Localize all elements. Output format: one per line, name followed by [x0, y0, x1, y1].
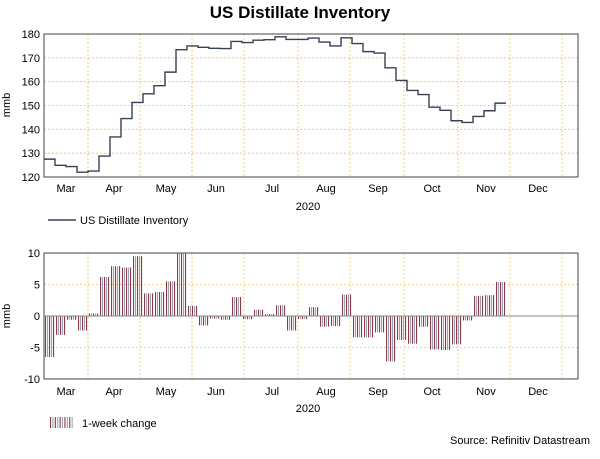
y-tick-label: 160 — [22, 77, 40, 89]
x-tick-label: Dec — [528, 386, 548, 398]
y-tick-label: -10 — [24, 374, 40, 386]
change-bar — [320, 316, 330, 327]
x-tick-label: Mar — [57, 386, 76, 398]
change-bar — [309, 307, 319, 316]
change-bar — [177, 253, 187, 316]
y-tick-label: 5 — [34, 280, 40, 292]
x-tick-label: Apr — [105, 386, 122, 398]
y-tick-label: 170 — [22, 53, 40, 65]
change-bar — [485, 295, 495, 316]
change-bar — [463, 316, 473, 321]
x-tick-label: Mar — [57, 183, 76, 195]
change-bar — [78, 316, 88, 331]
y-tick-label: 10 — [28, 248, 40, 260]
x-tick-label: Sep — [368, 183, 388, 195]
change-bar — [232, 297, 242, 316]
change-bar — [375, 316, 385, 333]
change-bar — [419, 316, 429, 327]
source-note: Source: Refinitiv Datastream — [450, 435, 590, 447]
top-y-tick-labels: 120 130 140 150 160 170 180 — [22, 29, 40, 184]
change-bar — [166, 281, 176, 316]
weekly-change-bars — [45, 253, 506, 362]
x-tick-label: Nov — [476, 183, 496, 195]
change-bar — [56, 316, 66, 335]
x-tick-label: Sep — [368, 386, 388, 398]
bottom-legend-label: 1-week change — [82, 418, 157, 430]
top-panel: 120 130 140 150 160 170 180 Mar Apr May Jun Jul Aug… — [1, 29, 579, 227]
change-bar — [243, 316, 253, 320]
change-bar — [100, 276, 110, 316]
top-plot-frame — [43, 33, 579, 178]
bottom-legend-swatch — [50, 417, 73, 428]
change-bar — [221, 316, 231, 320]
change-bar — [452, 316, 462, 345]
top-y-axis-label: mmb — [1, 93, 13, 117]
y-tick-label: 150 — [22, 101, 40, 113]
top-x-tick-labels: Mar Apr May Jun Jul Aug Sep Oct Nov Dec — [57, 183, 549, 195]
change-bar — [144, 293, 154, 316]
change-bar — [67, 316, 77, 320]
x-tick-label: Jun — [207, 386, 225, 398]
bottom-panel: -10 -5 0 5 10 Mar Apr May Jun Jul Aug Sep Oct Nov Dec… — [1, 248, 579, 430]
change-bar — [265, 314, 275, 316]
x-tick-label: Aug — [316, 183, 336, 195]
top-gridlines — [44, 33, 578, 178]
change-bar — [441, 316, 451, 351]
change-bar — [254, 309, 264, 316]
change-bar — [122, 267, 132, 316]
change-bar — [364, 316, 374, 338]
change-bar — [155, 292, 165, 316]
y-tick-label: 180 — [22, 29, 40, 41]
change-bar — [287, 316, 297, 331]
bottom-x-tick-labels: Mar Apr May Jun Jul Aug Sep Oct Nov Dec — [57, 386, 549, 398]
x-tick-label: Jun — [207, 183, 225, 195]
y-tick-label: 0 — [34, 311, 40, 323]
bottom-y-tick-labels: -10 -5 0 5 10 — [24, 248, 40, 386]
change-bar — [45, 316, 55, 357]
bottom-x-axis-label: 2020 — [296, 403, 320, 415]
chart-title: US Distillate Inventory — [210, 3, 391, 22]
change-bar — [111, 266, 121, 316]
top-legend-label: US Distillate Inventory — [80, 215, 189, 227]
x-tick-label: Dec — [528, 183, 548, 195]
change-bar — [496, 281, 506, 316]
change-bar — [342, 294, 352, 316]
change-bar — [397, 316, 407, 340]
change-bar — [210, 316, 220, 319]
change-bar — [199, 316, 209, 326]
inventory-series-line — [44, 36, 506, 173]
y-tick-label: 140 — [22, 124, 40, 136]
x-tick-label: May — [156, 183, 177, 195]
x-tick-label: Oct — [423, 386, 440, 398]
y-tick-label: -5 — [30, 343, 40, 355]
change-bar — [474, 295, 484, 316]
x-tick-label: Aug — [316, 386, 336, 398]
change-bar — [353, 316, 363, 338]
change-bar — [331, 316, 341, 327]
change-bar — [188, 305, 198, 316]
change-bar — [408, 316, 418, 344]
change-bar — [276, 305, 286, 316]
change-bar — [430, 316, 440, 350]
change-bar — [298, 316, 308, 320]
y-tick-label: 120 — [22, 172, 40, 184]
x-tick-label: Jul — [265, 183, 279, 195]
x-tick-label: May — [156, 386, 177, 398]
change-bar — [89, 313, 99, 316]
change-bar — [133, 256, 143, 316]
top-x-axis-label: 2020 — [296, 201, 320, 213]
x-tick-label: Apr — [105, 183, 122, 195]
bottom-y-axis-label: mmb — [1, 304, 13, 328]
x-tick-label: Oct — [423, 183, 440, 195]
change-bar — [386, 316, 396, 362]
y-tick-label: 130 — [22, 148, 40, 160]
x-tick-label: Jul — [265, 386, 279, 398]
x-tick-label: Nov — [476, 386, 496, 398]
